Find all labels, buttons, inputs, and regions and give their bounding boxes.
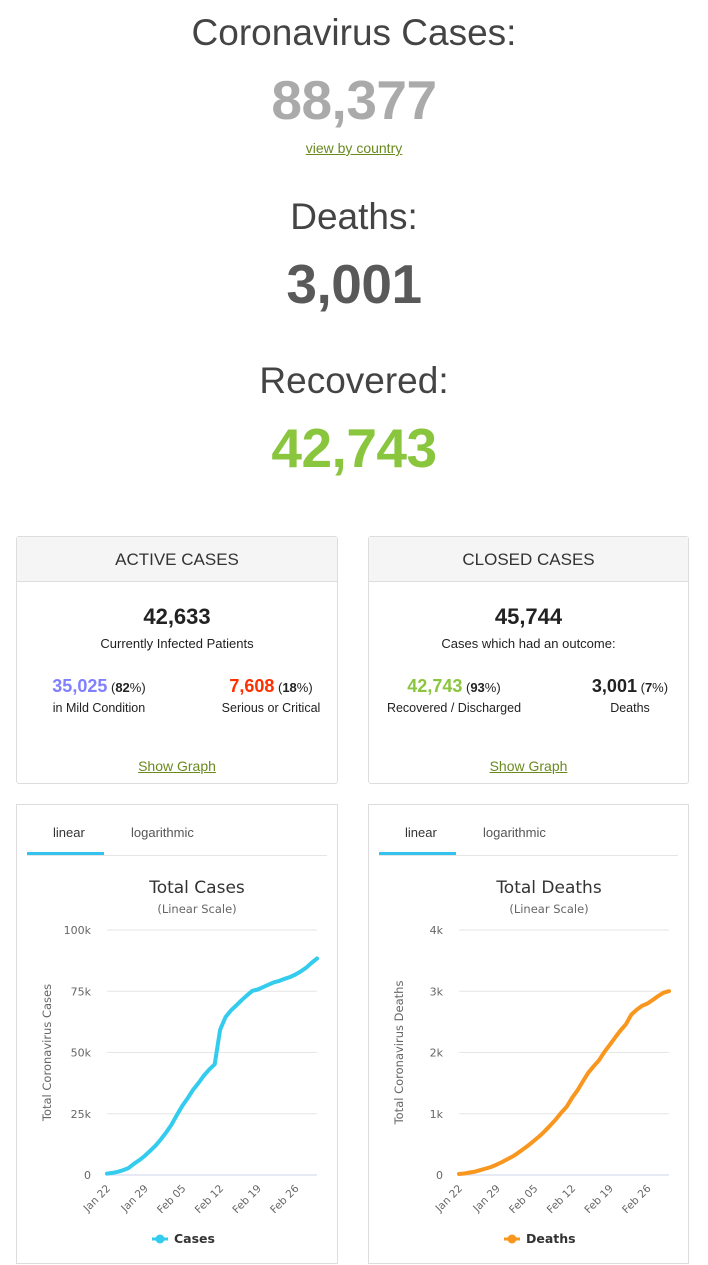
- active-cases-panel: ACTIVE CASES 42,633 Currently Infected P…: [16, 536, 338, 784]
- cases-heading: Coronavirus Cases:: [191, 12, 517, 53]
- chart-title: Total Deaths: [495, 878, 602, 898]
- x-tick-label: Jan 29: [470, 1183, 502, 1215]
- tab-logarithmic[interactable]: logarithmic: [131, 825, 194, 840]
- total-cases-chart-panel: linear logarithmic Total Cases (Linear Sc…: [16, 804, 338, 1264]
- deaths-heading: Deaths:: [290, 196, 418, 237]
- chart-subtitle: (Linear Scale): [157, 902, 236, 916]
- active-tab-indicator: [27, 852, 104, 855]
- closed-deaths-percent: 7: [644, 680, 653, 695]
- x-tick-label: Feb 19: [582, 1183, 615, 1216]
- chart-subtitle: (Linear Scale): [509, 902, 588, 916]
- series-line-deaths: [457, 989, 671, 1176]
- y-tick-label: 0: [84, 1169, 91, 1182]
- closed-deaths-value: 3,001: [591, 676, 637, 696]
- mild-percent: 82: [115, 680, 130, 695]
- chart-title: Total Cases: [148, 878, 245, 898]
- serious-label: Serious or Critical: [221, 701, 321, 715]
- deaths-count: 3,001: [286, 253, 422, 315]
- x-tick-label: Feb 12: [545, 1183, 578, 1216]
- total-deaths-chart: Total Deaths (Linear Scale) 0 1k 2k 3k 4k Total…: [392, 878, 671, 1246]
- total-cases-chart: Total Cases (Linear Scale) 0 25k 50k 75k 100k T…: [40, 878, 319, 1246]
- closed-recovered-percent: 93: [470, 680, 485, 695]
- closed-deaths-stat: 3,001 (7%) Deaths: [577, 676, 683, 715]
- active-cases-title: ACTIVE CASES: [17, 537, 337, 582]
- series-line-cases: [105, 956, 319, 1176]
- view-by-country-link[interactable]: view by country: [305, 140, 403, 156]
- mild-label: in Mild Condition: [52, 701, 146, 715]
- closed-cases-title: CLOSED CASES: [369, 537, 688, 582]
- cases-count: 88,377: [271, 69, 437, 131]
- x-tick-label: Feb 05: [155, 1183, 188, 1216]
- x-tick-label: Feb 26: [620, 1182, 654, 1216]
- serious-percent: 18: [282, 680, 297, 695]
- active-cases-total: 42,633: [143, 604, 211, 629]
- tab-linear[interactable]: linear: [53, 825, 85, 840]
- y-axis-title: Total Coronavirus Cases: [40, 984, 54, 1122]
- legend-label: Cases: [174, 1231, 215, 1246]
- active-show-graph-link[interactable]: Show Graph: [138, 758, 216, 774]
- total-deaths-chart-panel: linear logarithmic Total Deaths (Linear S…: [368, 804, 689, 1264]
- mild-condition-stat: 35,025 (82%) in Mild Condition: [31, 676, 167, 715]
- x-tick-label: Jan 29: [118, 1183, 150, 1215]
- y-tick-label: 100k: [64, 924, 92, 937]
- legend-marker: [507, 1234, 517, 1244]
- mild-value: 35,025: [52, 676, 108, 696]
- tab-logarithmic[interactable]: logarithmic: [483, 825, 546, 840]
- y-axis-title: Total Coronavirus Deaths: [392, 981, 406, 1126]
- closed-cases-total: 45,744: [494, 604, 563, 629]
- x-tick-label: Jan 22: [433, 1183, 465, 1215]
- closed-recovered-label: Recovered / Discharged: [386, 701, 522, 715]
- y-tick-label: 3k: [430, 985, 444, 998]
- active-cases-label: Currently Infected Patients: [100, 636, 254, 651]
- legend-marker: [155, 1234, 165, 1244]
- recovered-count: 42,743: [271, 417, 437, 479]
- recovered-heading: Recovered:: [259, 360, 449, 401]
- scale-tabs: linear logarithmic: [379, 805, 678, 856]
- closed-cases-panel: CLOSED CASES 45,744 Cases which had an o…: [368, 536, 689, 784]
- x-tick-label: Jan 22: [81, 1183, 113, 1215]
- x-tick-label: Feb 05: [507, 1183, 540, 1216]
- y-tick-label: 4k: [430, 924, 444, 937]
- active-tab-indicator: [379, 852, 456, 855]
- y-tick-label: 2k: [430, 1047, 444, 1060]
- tab-linear[interactable]: linear: [405, 825, 437, 840]
- y-tick-label: 1k: [430, 1108, 444, 1121]
- closed-recovered-value: 42,743: [407, 676, 463, 696]
- serious-value: 7,608: [229, 676, 275, 696]
- y-tick-label: 50k: [71, 1047, 92, 1060]
- x-tick-label: Feb 19: [230, 1183, 263, 1216]
- closed-show-graph-link[interactable]: Show Graph: [489, 758, 568, 774]
- recovered-stat: 42,743 (93%) Recovered / Discharged: [379, 676, 529, 715]
- x-tick-label: Feb 26: [268, 1182, 302, 1216]
- legend-label: Deaths: [526, 1231, 576, 1246]
- y-tick-label: 75k: [71, 985, 92, 998]
- closed-cases-label: Cases which had an outcome:: [441, 636, 616, 651]
- x-tick-label: Feb 12: [193, 1183, 226, 1216]
- closed-deaths-label: Deaths: [610, 701, 650, 715]
- y-tick-label: 25k: [71, 1108, 92, 1121]
- serious-condition-stat: 7,608 (18%) Serious or Critical: [213, 676, 329, 715]
- y-tick-label: 0: [436, 1169, 443, 1182]
- scale-tabs: linear logarithmic: [27, 805, 327, 856]
